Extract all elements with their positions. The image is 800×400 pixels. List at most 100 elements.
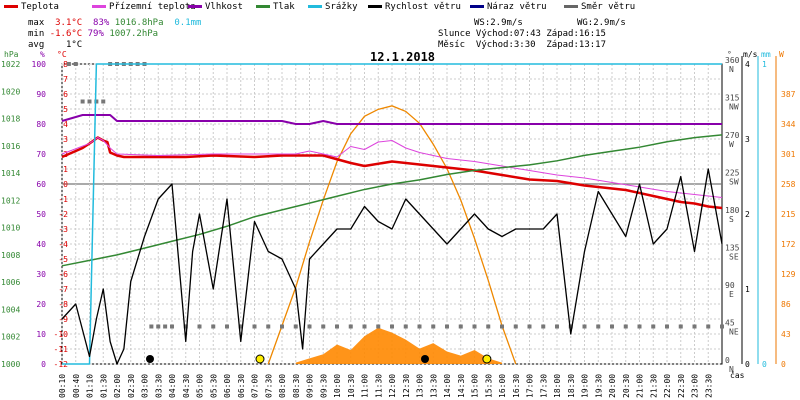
stats-avg-label: avg [28,40,45,50]
x-tick-label: 13:00 [416,374,425,398]
legend-item-teplota: Teplota [4,2,59,12]
hpa-tick-label: 1012 [1,196,20,205]
moon-set: Západ:13:17 [546,40,606,50]
direction-tick-label: SW [729,178,739,187]
percent-axis-label: % [40,50,45,59]
series-line [61,114,722,125]
ms-tick-label: 2 [745,210,750,219]
degrees-tick-label: 270 [725,131,740,140]
wind-direction-point [610,324,614,329]
series-line [62,63,722,365]
wind-direction-point [692,324,697,329]
direction-tick-label: S [729,215,734,224]
x-tick-label: 23:30 [704,374,713,398]
grid [61,63,723,365]
w-axis-label: W [779,50,784,59]
wind-direction-point [80,99,85,104]
solar-layer [267,105,517,365]
wind-direction-point [417,324,422,329]
celsius-tick-label: -11 [54,345,69,354]
direction-tick-label: N [729,365,734,374]
wind-direction-point [362,324,367,329]
astro-block: WS:2.9m/s WG:2.9m/s [474,18,626,29]
x-tick-label: 07:30 [264,374,273,398]
series-layer [61,63,723,365]
wind-direction-point [335,324,339,329]
wind-direction-point [445,324,449,329]
celsius-tick-label: -4 [58,240,68,249]
percent-tick-label: 0 [41,360,46,369]
legend-item-tlak: Tlak [256,2,295,12]
wind-direction-point [706,324,711,329]
w-tick-label: 43 [781,330,791,339]
x-tick-label: 13:30 [429,374,438,398]
degrees-axis-label: ° [727,50,732,59]
wind-direction-point [582,324,587,329]
x-tick-label: 01:10 [86,374,95,398]
x-tick-label: 08:30 [292,374,301,398]
w-tick-label: 86 [781,300,791,309]
axes: 00:10 00:40 01:10 01:30 02:00 02:30 03:00 03:30… [1,50,796,398]
x-tick-label: 20:30 [622,374,631,398]
wind-wg: WG:2.9m/s [576,18,626,28]
x-tick-label: 15:00 [471,374,480,398]
wind-direction-point [651,324,656,329]
wind-direction-point [225,324,229,329]
stats-max-press: 1016.8hPa [114,18,164,28]
wind-direction-point [720,324,724,329]
celsius-tick-label: 4 [63,120,68,129]
x-tick-label: 03:00 [141,374,150,398]
x-tick-label: 21:00 [636,374,645,398]
wind-direction-point [513,324,518,329]
wind-direction-point [623,324,628,329]
degrees-tick-label: 135 [725,244,740,253]
w-tick-label: 387 [781,90,796,99]
celsius-tick-label: -6 [58,270,68,279]
legend: Teplota Přízemní teplota Vlhkost Tlak Sr… [0,0,800,14]
x-tick-label: 23:00 [691,374,700,398]
x-tick-label: 16:00 [498,374,507,398]
x-tick-label: 15:30 [484,374,493,398]
celsius-tick-label: 1 [63,165,68,174]
degrees-tick-label: 315 [725,94,740,103]
wind-direction-point [321,324,326,329]
celsius-axis-label: °C [57,50,67,59]
wind-direction-point [73,62,78,66]
wind-direction-point [197,324,202,329]
wind-direction-point [678,324,683,329]
stats-max-hum: 83% [93,18,110,28]
stats-min-temp: -1.6°C [49,29,83,39]
celsius-tick-label: -10 [54,330,69,339]
w-tick-label: 0 [781,360,786,369]
percent-tick-label: 20 [36,300,46,309]
x-tick-label: 17:00 [526,374,535,398]
moonset-marker [421,355,429,363]
wind-direction-point [94,99,99,104]
moonrise-marker [146,355,154,363]
x-tick-label: 09:00 [306,374,315,398]
degrees-tick-label: 0 [725,356,730,365]
celsius-tick-label: 0 [63,180,68,189]
ms-tick-label: 3 [745,135,750,144]
stats-max-rain: 0.1mm [174,18,202,28]
stats-avg-temp: 1°C [65,40,83,50]
x-tick-label: 22:00 [663,374,672,398]
celsius-tick-label: 8 [63,60,68,69]
w-tick-label: 301 [781,150,796,159]
hpa-tick-label: 1008 [1,251,20,260]
w-tick-label: 129 [781,270,796,279]
x-tick-label: 08:00 [278,374,287,398]
wind-direction-point [390,324,394,329]
wind-direction-point [252,324,257,329]
legend-item-smer: Směr větru [564,2,635,12]
astro-sun: Slunce Východ:07:43 Západ:16:15 Měsíc Vý… [438,29,606,51]
percent-tick-label: 80 [36,120,46,129]
hpa-tick-label: 1010 [1,224,20,233]
solar-curve [267,105,517,365]
legend-item-naraz: Náraz větru [470,2,547,12]
wind-direction-point [486,324,491,329]
celsius-tick-label: -8 [58,300,68,309]
wind-direction-point [170,324,174,329]
wind-direction-point [555,324,559,329]
series-line [61,134,723,267]
